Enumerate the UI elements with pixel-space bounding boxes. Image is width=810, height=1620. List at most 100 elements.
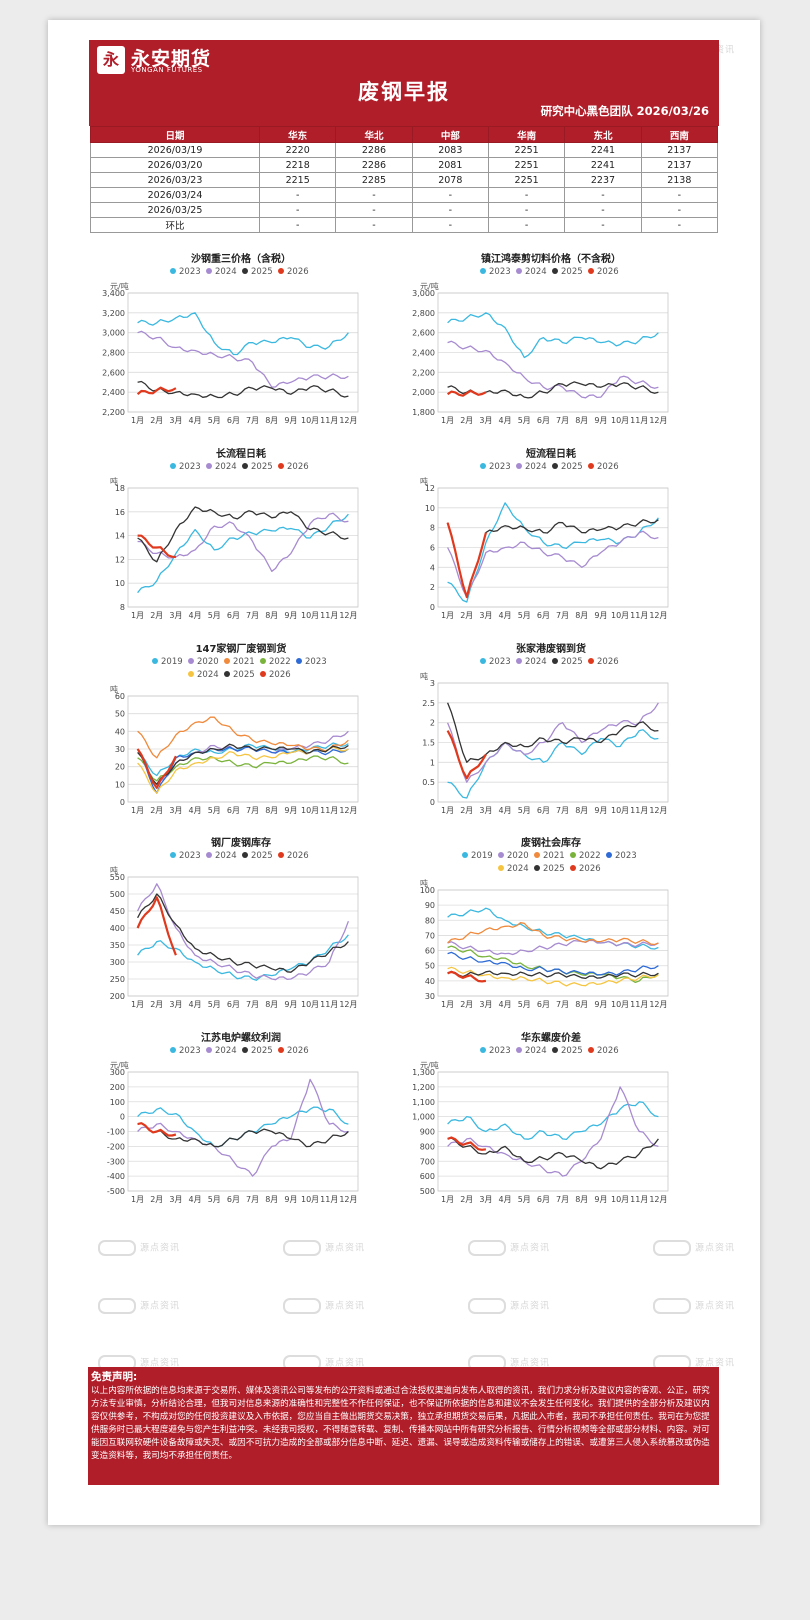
x-tick-label: 6月	[537, 1195, 550, 1204]
legend-marker	[170, 268, 176, 274]
x-tick-label: 1月	[441, 611, 454, 620]
legend-marker	[152, 658, 158, 664]
y-tick-label: 250	[110, 975, 125, 984]
legend-marker	[206, 852, 212, 858]
legend-label: 2022	[269, 657, 291, 667]
table-cell: -	[564, 217, 642, 233]
y-axis-unit: 吨	[110, 476, 118, 486]
x-tick-label: 2月	[460, 1195, 473, 1204]
watermark-text: 源点资讯	[140, 1243, 181, 1254]
x-tick-label: 5月	[208, 806, 221, 815]
watermark-text: 源点资讯	[695, 1358, 736, 1369]
table-cell: 2241	[564, 157, 642, 173]
y-tick-label: 0.5	[422, 778, 435, 787]
y-tick-label: 1,300	[412, 1068, 435, 1077]
legend-marker	[552, 658, 558, 664]
x-tick-label: 5月	[518, 806, 531, 815]
x-tick-label: 10月	[301, 1000, 319, 1009]
y-tick-label: 30	[425, 992, 435, 1001]
x-tick-label: 10月	[301, 611, 319, 620]
x-tick-label: 12月	[339, 416, 357, 425]
series-line-2024	[446, 702, 659, 783]
x-tick-label: 2月	[150, 1000, 163, 1009]
x-tick-label: 3月	[479, 1195, 492, 1204]
legend-marker	[170, 852, 176, 858]
y-tick-label: 3,000	[412, 289, 435, 298]
x-tick-label: 8月	[575, 611, 588, 620]
table-cell: 2286	[335, 157, 413, 173]
x-tick-label: 7月	[246, 806, 259, 815]
y-tick-label: 6	[430, 544, 435, 553]
table-row: 2026/03/25- - - - - -	[90, 202, 719, 218]
series-line-2024	[447, 966, 659, 987]
plot-frame	[127, 876, 359, 997]
x-tick-label: 3月	[169, 806, 182, 815]
table-cell: 2251	[487, 172, 566, 188]
team-date: 研究中心黑色团队 2026/03/26	[540, 104, 709, 118]
x-tick-label: 8月	[265, 416, 278, 425]
disclaimer-box: 免责声明: 以上内容所依据的信息均来源于交易所、媒体及资讯公司等发布的公开资料或…	[88, 1367, 719, 1485]
y-tick-label: 500	[420, 1187, 435, 1196]
legend-marker	[516, 463, 522, 469]
x-tick-label: 4月	[499, 416, 512, 425]
table-cell: -	[640, 217, 719, 233]
x-tick-label: 1月	[441, 1000, 454, 1009]
legend-marker	[188, 658, 194, 664]
y-tick-label: 12	[115, 555, 125, 564]
y-tick-label: 2,200	[102, 408, 125, 417]
y-tick-label: 2.5	[422, 699, 435, 708]
chart-title: 废钢社会库存	[521, 836, 581, 849]
column-header: 西南	[640, 126, 719, 143]
x-tick-label: 12月	[339, 1000, 357, 1009]
table-cell: -	[258, 187, 337, 203]
y-tick-label: 300	[110, 958, 125, 967]
plot-frame	[127, 487, 359, 608]
logo-text: 永安期货	[131, 48, 212, 70]
x-tick-label: 3月	[169, 416, 182, 425]
x-tick-label: 12月	[649, 806, 667, 815]
legend-label: 2026	[287, 1046, 309, 1056]
chart-title: 短流程日耗	[526, 447, 576, 460]
table-cell: -	[335, 202, 413, 218]
table-cell: 2241	[564, 142, 642, 158]
table-cell: -	[487, 217, 566, 233]
x-tick-label: 6月	[227, 1000, 240, 1009]
series-line-2023	[137, 513, 349, 594]
plot-frame	[437, 292, 669, 413]
x-tick-label: 8月	[265, 806, 278, 815]
watermark-text: 源点资讯	[510, 1243, 551, 1254]
legend-marker	[606, 852, 612, 858]
source-point-logo-icon	[283, 1298, 321, 1314]
legend-label: 2025	[561, 657, 583, 667]
x-tick-label: 8月	[575, 416, 588, 425]
y-tick-label: 2,600	[102, 368, 125, 377]
x-tick-label: 5月	[518, 1195, 531, 1204]
legend-label: 2026	[597, 267, 619, 277]
legend-label: 2024	[525, 1046, 547, 1056]
chart-svg: 长流程日耗 2023 2024 2025 2026 吨 8 10 12 14 16 18 1月 2月 3月 4…	[110, 447, 359, 620]
y-tick-label: 900	[420, 1128, 435, 1137]
series-line-2026	[137, 1122, 177, 1137]
legend-label: 2025	[543, 864, 565, 874]
y-tick-label: 500	[110, 890, 125, 899]
legend-marker	[462, 852, 468, 858]
chart-svg: 短流程日耗 2023 2024 2025 2026 吨 0 2 4 6 8 10 12 1月 2月 3月 4月 5…	[420, 447, 669, 620]
legend-label: 2026	[287, 462, 309, 472]
y-tick-label: 3	[430, 679, 435, 688]
legend-marker	[480, 1047, 486, 1053]
legend-label: 2026	[287, 851, 309, 861]
legend-label: 2023	[489, 1046, 511, 1056]
source-point-logo-icon	[98, 1298, 136, 1314]
series-line-2025	[137, 893, 349, 973]
table-cell: 环比	[90, 217, 260, 233]
series-line-2026	[446, 389, 487, 397]
y-tick-label: 2,000	[412, 388, 435, 397]
legend-marker	[170, 1047, 176, 1053]
x-tick-label: 11月	[320, 806, 338, 815]
x-tick-label: 5月	[208, 1195, 221, 1204]
table-cell: -	[487, 187, 566, 203]
x-tick-label: 4月	[189, 806, 202, 815]
x-tick-label: 8月	[265, 1000, 278, 1009]
y-tick-label: 200	[110, 1083, 125, 1092]
